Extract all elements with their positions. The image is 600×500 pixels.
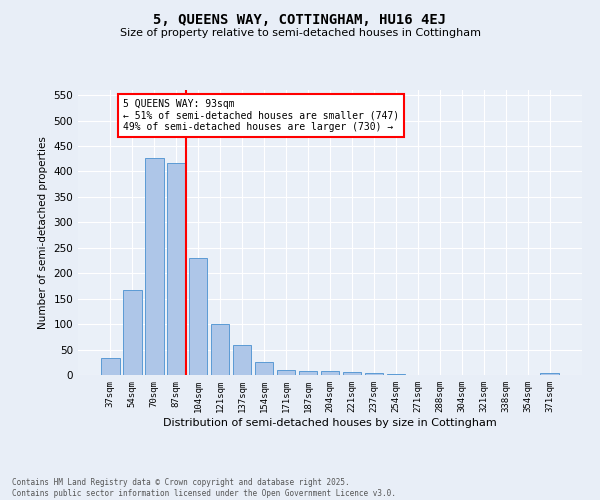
Bar [277,370,295,375]
Text: Contains HM Land Registry data © Crown copyright and database right 2025.
Contai: Contains HM Land Registry data © Crown c… [12,478,396,498]
Bar [299,371,317,375]
X-axis label: Distribution of semi-detached houses by size in Cottingham: Distribution of semi-detached houses by … [163,418,497,428]
Bar [101,358,119,375]
Text: 5 QUEENS WAY: 93sqm
← 51% of semi-detached houses are smaller (747)
49% of semi-: 5 QUEENS WAY: 93sqm ← 51% of semi-detach… [124,98,400,132]
Bar [541,373,559,375]
Y-axis label: Number of semi-detached properties: Number of semi-detached properties [38,136,48,329]
Bar [189,258,208,375]
Text: 5, QUEENS WAY, COTTINGHAM, HU16 4EJ: 5, QUEENS WAY, COTTINGHAM, HU16 4EJ [154,12,446,26]
Bar [386,374,405,375]
Bar [145,158,164,375]
Bar [320,371,340,375]
Bar [343,372,361,375]
Bar [255,362,274,375]
Bar [211,324,229,375]
Text: Size of property relative to semi-detached houses in Cottingham: Size of property relative to semi-detach… [119,28,481,38]
Bar [167,163,185,375]
Bar [233,345,251,375]
Bar [123,290,142,375]
Bar [365,373,383,375]
